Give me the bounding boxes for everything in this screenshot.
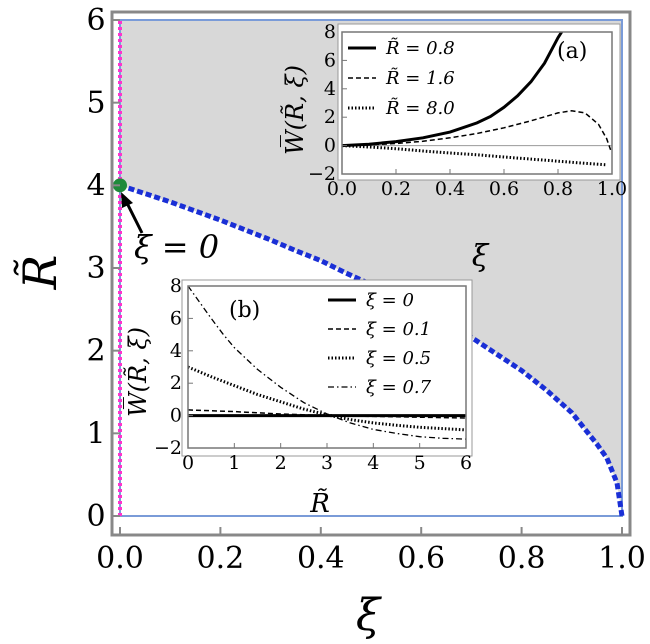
main-x-tick-label: 1.0 [598,541,646,576]
main-x-tick-label: 0.2 [197,541,245,576]
inset-x-tick-label: 5 [414,452,426,474]
inset-a-x-ticks: 0.0 0.2 0.4 0.6 0.8 1.0 [327,169,627,200]
inset-b-y-axis-label: W̅(R̃, ξ) [124,327,152,417]
inset-x-tick-label: 4 [367,452,379,474]
main-y-tick-label: 0 [86,499,105,534]
inset-x-tick-label: 0.4 [435,178,465,200]
main-y-ticks: 0 1 2 3 4 5 6 [86,3,120,534]
inset-a-series [342,32,612,167]
series-line-1 [342,110,612,151]
inset-y-tick-label: 0 [324,135,336,157]
inset-b-panel-label: (b) [229,298,260,323]
main-axes-frame [110,10,632,537]
inset-a-y-axis-label: W̅(R̃, ξ) [281,65,309,155]
legend-label: ξ = 0.7 [366,377,432,398]
inset-x-tick-label: 6 [460,452,472,474]
inset-x-tick-label: 0.6 [489,178,519,200]
main-x-tick-label: 0.0 [96,541,144,576]
inset-b-series [188,286,466,440]
inset-x-tick-label: 3 [321,452,333,474]
legend-label: ξ = 0.5 [366,348,431,369]
main-y-axis-label: R̃ [13,255,67,291]
main-y-tick-label: 1 [86,416,105,451]
inset-b-frame [187,285,467,449]
inset-a-legend: R̃ = 0.8 R̃ = 1.6 R̃ = 8.0 [348,37,455,119]
inset-a-y-ticks: 8 6 4 2 0 −2 [308,21,347,185]
main-x-axis-label: ξ [356,590,383,641]
series-line-0 [342,32,564,148]
inset-b-background [181,279,473,457]
main-x-tick-label: 0.4 [297,541,345,576]
inset-x-tick-label: 1 [228,452,240,474]
main-x-tick-label: 0.6 [397,541,445,576]
inset-x-tick-label: 0.8 [543,178,573,200]
inset-y-tick-label: −2 [308,163,336,185]
main-y-tick-label: 2 [86,334,105,369]
main-x-ticks: 0.0 0.2 0.4 0.6 0.8 1.0 [96,527,646,576]
series-line-3 [188,286,466,440]
legend-label: R̃ = 8.0 [385,97,455,119]
inset-x-tick-label: 1.0 [597,178,627,200]
inset-y-tick-label: 8 [170,275,182,297]
main-y-tick-label: 6 [86,3,105,38]
inset-y-tick-label: 4 [324,78,336,100]
inset-x-tick-label: 0.2 [381,178,411,200]
inset-y-tick-label: 4 [170,340,182,362]
inset-b-x-axis-label: R̃ [309,488,330,519]
inset-b-y-ticks: 8 6 4 2 0 −2 [154,275,193,459]
annotation-label: ξ = 0 [134,228,219,266]
main-y-tick-label: 5 [86,86,105,121]
main-x-tick-label: 0.8 [498,541,546,576]
inset-x-tick-label: 0 [182,452,194,474]
main-y-tick-label: 4 [86,168,105,203]
inset-a-frame [341,31,613,175]
legend-label: R̃ = 0.8 [385,37,455,59]
main-y-tick-label: 3 [86,251,105,286]
inset-y-tick-label: 0 [170,405,182,427]
series-line-2 [188,365,466,432]
inset-y-tick-label: 2 [170,372,182,394]
legend-label: ξ = 0.1 [366,319,431,340]
inset-y-tick-label: 8 [324,21,336,43]
inset-a-x-axis-label: ξ [472,239,490,274]
inset-b-legend: ξ = 0 ξ = 0.1 ξ = 0.5 ξ = 0.7 [328,290,432,398]
annotation-arrowhead [121,192,133,208]
legend-label: ξ = 0 [366,290,414,311]
annotation-arrow [125,202,144,234]
inset-y-tick-label: 6 [170,307,182,329]
inset-a-panel-label: (a) [557,39,587,64]
inset-y-tick-label: 6 [324,49,336,71]
inset-y-tick-label: 2 [324,106,336,128]
inset-x-tick-label: 0.0 [327,178,357,200]
inset-x-tick-label: 2 [275,452,287,474]
inset-y-tick-label: −2 [154,437,182,459]
legend-label: R̃ = 1.6 [385,67,455,89]
